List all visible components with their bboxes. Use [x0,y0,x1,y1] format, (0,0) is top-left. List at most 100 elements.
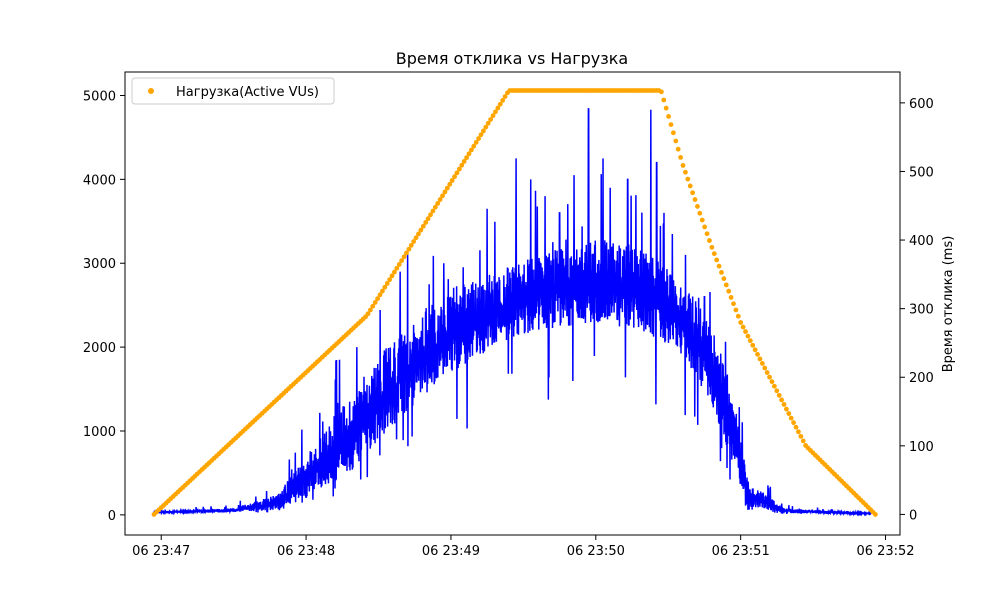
x-tick-label: 06 23:47 [132,544,190,559]
load-point [685,176,691,182]
load-point [726,288,732,294]
load-point [695,204,700,209]
load-point [769,379,775,385]
y-axis-left: 0 1000 2000 3000 4000 5000 [83,89,125,524]
x-axis: 06 23:47 06 23:48 06 23:49 06 23:50 06 23:51… [132,535,915,559]
load-point [697,210,703,216]
load-point [490,113,496,119]
load-point [423,220,429,225]
load-point [394,265,400,271]
load-point [447,181,453,187]
load-point [466,151,472,157]
legend-marker-load [148,88,154,94]
load-point [692,197,698,202]
y-right-tick-label: 600 [909,97,934,112]
load-point [367,307,373,313]
load-point [798,433,804,439]
load-point [707,238,712,243]
y-left-tick-label: 0 [108,509,116,524]
load-point [658,89,664,95]
load-point [784,406,789,412]
load-point [666,114,671,119]
load-point [791,420,797,426]
legend-box [131,77,335,105]
load-point [786,411,792,416]
load-point [485,120,491,126]
load-point [735,313,741,319]
x-tick-label: 06 23:51 [712,544,770,559]
y-right-tick-label: 0 [909,508,917,523]
y-left-tick-label: 4000 [83,173,116,188]
load-point [661,97,667,103]
plot-area [151,88,878,517]
y-right-tick-label: 400 [909,234,934,249]
load-point [468,147,474,153]
load-point [440,193,445,199]
load-point [755,351,760,357]
load-point [476,136,481,141]
load-point [690,190,696,196]
load-point [392,269,397,275]
load-point [365,311,371,317]
chart-title: Время отклика vs Нагрузка [396,49,628,68]
y-left-tick-label: 1000 [83,425,116,440]
y-left-tick-label: 2000 [83,341,116,356]
load-point [389,273,395,279]
load-point [459,162,465,168]
load-point [687,183,693,189]
load-point [663,105,669,111]
load-point [461,159,467,164]
load-point [500,98,506,103]
load-point [752,347,758,353]
load-point [382,284,388,290]
load-point [740,324,746,330]
load-point [668,122,674,127]
y-axis-right: 0 100 200 300 400 500 600 [900,97,934,523]
load-point [493,109,498,115]
load-point [678,154,683,160]
load-point [670,130,676,136]
load-point [774,388,780,394]
load-point [372,300,378,305]
load-point [714,257,720,263]
load-point [793,424,799,430]
load-point [488,117,494,122]
load-point [370,303,376,309]
load-point [673,138,679,144]
load-point [747,338,753,344]
load-point [723,282,729,288]
load-point [745,333,751,339]
load-point [779,397,784,403]
load-point [796,429,801,435]
x-tick-label: 06 23:48 [277,544,335,559]
load-point [425,216,431,222]
load-point [764,370,770,375]
load-point [464,155,469,161]
load-point [401,254,407,260]
load-point [716,263,722,269]
load-point [375,296,381,302]
load-point [731,301,736,307]
y-right-tick-label: 100 [909,440,934,455]
load-point [454,170,460,176]
load-point [719,270,724,275]
load-point [481,128,486,134]
load-point [781,402,787,407]
x-tick-label: 06 23:50 [567,544,625,559]
load-point [444,185,450,191]
legend-label-load: Нагрузка(Active VUs) [176,85,319,100]
load-point [767,374,772,380]
load-point [435,200,441,206]
load-point [432,204,438,210]
load-point [702,224,708,230]
load-point [413,235,419,241]
load-point [430,208,436,214]
load-point [728,295,734,300]
load-point [396,262,402,267]
load-point [428,212,433,218]
load-point [456,166,462,172]
load-point [416,231,421,237]
load-point [502,94,508,99]
y-right-tick-label: 500 [909,165,934,180]
